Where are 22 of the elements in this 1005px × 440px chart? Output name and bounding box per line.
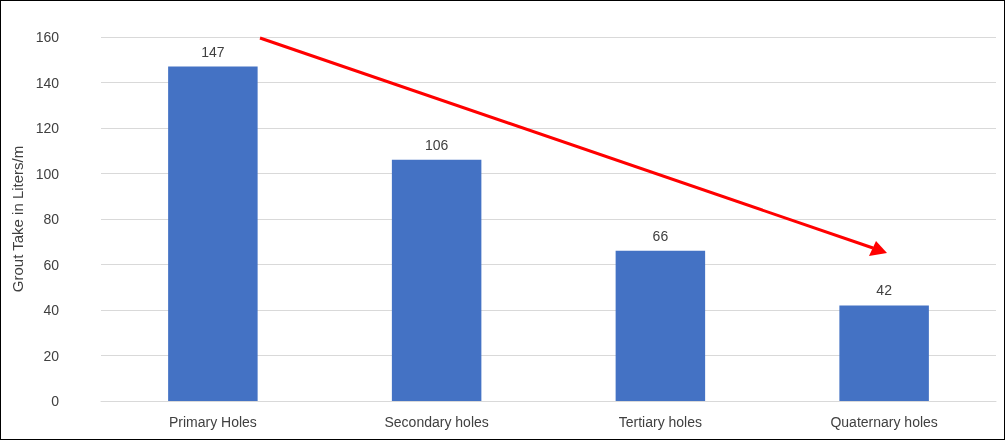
y-tick-label: 80 xyxy=(43,211,60,227)
y-axis-title: Grout Take in Liters/m xyxy=(8,145,26,293)
y-tick-label: 20 xyxy=(43,347,60,364)
y-tick-label: 100 xyxy=(35,165,60,182)
y-tick-label: 120 xyxy=(35,120,60,136)
bar xyxy=(391,159,482,401)
x-tick-label: Quaternary holes xyxy=(830,414,938,430)
y-tick-label: 140 xyxy=(35,74,60,91)
y-tick-label: 0 xyxy=(51,393,60,409)
data-label: 106 xyxy=(424,136,449,153)
y-tick-label: 60 xyxy=(43,256,60,273)
data-label: 147 xyxy=(201,43,225,60)
x-tick-label: Secondary holes xyxy=(384,414,489,430)
bar xyxy=(839,305,929,401)
x-tick-label: Tertiary holes xyxy=(618,414,703,430)
bar xyxy=(615,250,706,401)
data-label: 66 xyxy=(652,227,669,244)
y-tick-label: 40 xyxy=(43,302,60,318)
y-tick-label: 160 xyxy=(35,29,60,45)
bar xyxy=(168,66,258,401)
data-label: 42 xyxy=(876,282,893,299)
x-tick-label: Primary Holes xyxy=(168,414,257,430)
